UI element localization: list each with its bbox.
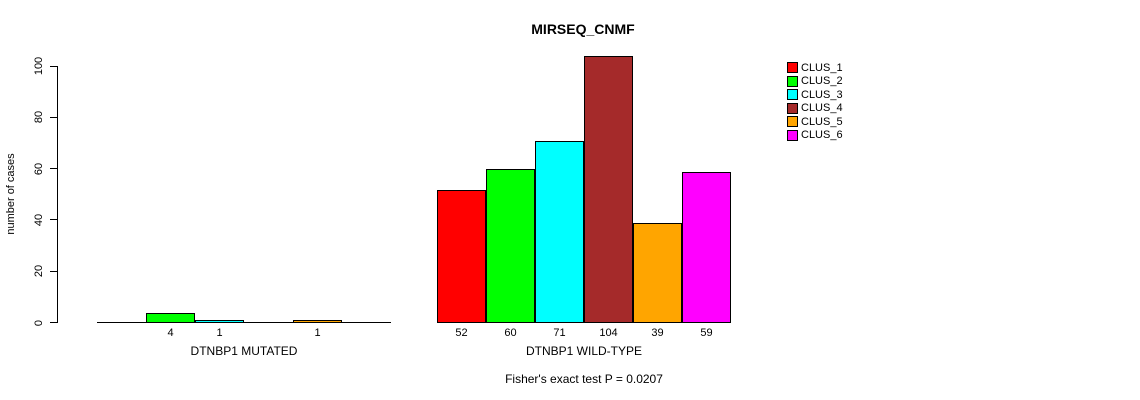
legend-swatch-clus_3 <box>787 89 798 101</box>
bar-count-label: 71 <box>553 327 566 339</box>
bar-clus_3 <box>195 320 244 323</box>
bar-count-label: 104 <box>599 327 618 339</box>
legend-item: CLUS_4 <box>787 102 843 116</box>
y-axis-line <box>57 66 58 323</box>
bar-count-label: 59 <box>700 327 713 339</box>
legend-label: CLUS_2 <box>801 75 843 88</box>
legend-label: CLUS_3 <box>801 88 843 101</box>
legend-label: CLUS_1 <box>801 61 843 74</box>
legend-swatch-clus_2 <box>787 75 798 87</box>
bar-clus_5 <box>633 223 682 323</box>
bar-count-label: 1 <box>216 327 223 339</box>
y-tick-label: 80 <box>33 111 45 124</box>
legend-item: CLUS_5 <box>787 115 843 129</box>
x-axis-baseline <box>97 322 391 323</box>
bar-count-label: 60 <box>504 327 517 339</box>
y-tick-label: 20 <box>33 265 45 278</box>
bar-clus_4 <box>584 56 633 323</box>
legend-swatch-clus_5 <box>787 116 798 128</box>
bar-count-label: 4 <box>167 327 174 339</box>
legend-item: CLUS_6 <box>787 129 843 143</box>
y-tick-mark <box>50 219 57 221</box>
y-tick-mark <box>50 65 57 67</box>
bar-clus_2 <box>486 169 535 323</box>
bar-clus_6 <box>682 172 731 323</box>
legend-label: CLUS_5 <box>801 115 843 128</box>
legend-swatch-clus_1 <box>787 62 798 74</box>
bar-clus_3 <box>535 141 584 323</box>
y-tick-label: 0 <box>33 319 45 326</box>
legend-label: CLUS_4 <box>801 102 843 115</box>
bar-count-label: 39 <box>651 327 664 339</box>
group-label: DTNBP1 MUTATED <box>190 344 298 358</box>
y-tick-label: 60 <box>33 162 45 175</box>
bar-clus_2 <box>146 313 195 323</box>
chart-title: MIRSEQ_CNMF <box>531 21 635 37</box>
legend-swatch-clus_4 <box>787 102 798 114</box>
legend-item: CLUS_3 <box>787 88 843 102</box>
y-tick-label: 40 <box>33 213 45 227</box>
y-tick-mark <box>50 116 57 118</box>
y-tick-label: 100 <box>33 56 45 76</box>
bar-clus_5 <box>293 320 342 323</box>
bar-count-label: 1 <box>314 327 321 339</box>
group-label: DTNBP1 WILD-TYPE <box>525 344 643 358</box>
legend-swatch-clus_6 <box>787 129 798 141</box>
legend-label: CLUS_6 <box>801 129 843 142</box>
bar-count-label: 52 <box>455 327 468 339</box>
y-tick-mark <box>50 322 57 323</box>
legend: CLUS_1 CLUS_2 CLUS_3 CLUS_4 CLUS_5 CLUS_6 <box>787 61 843 142</box>
y-tick-mark <box>50 270 57 272</box>
bar-clus_1 <box>437 190 486 323</box>
legend-item: CLUS_1 <box>787 61 843 75</box>
fisher-test-annotation: Fisher's exact test P = 0.0207 <box>505 372 663 386</box>
legend-item: CLUS_2 <box>787 75 843 89</box>
y-axis-label: number of cases <box>5 153 17 235</box>
y-tick-mark <box>50 168 57 170</box>
